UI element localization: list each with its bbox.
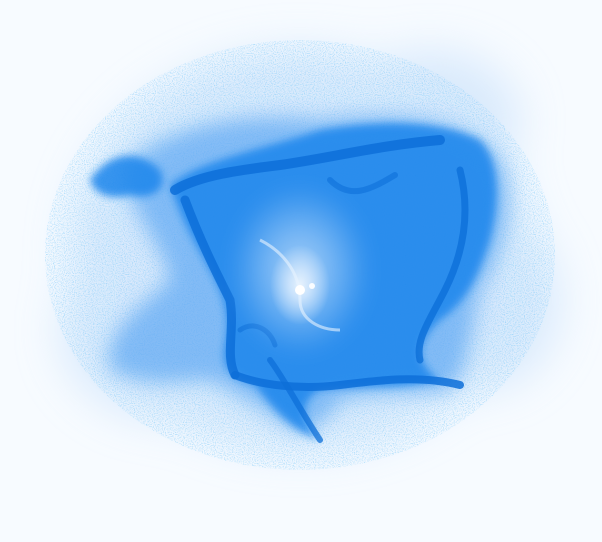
nebula-core (230, 185, 370, 355)
pulsar-star (295, 285, 305, 295)
